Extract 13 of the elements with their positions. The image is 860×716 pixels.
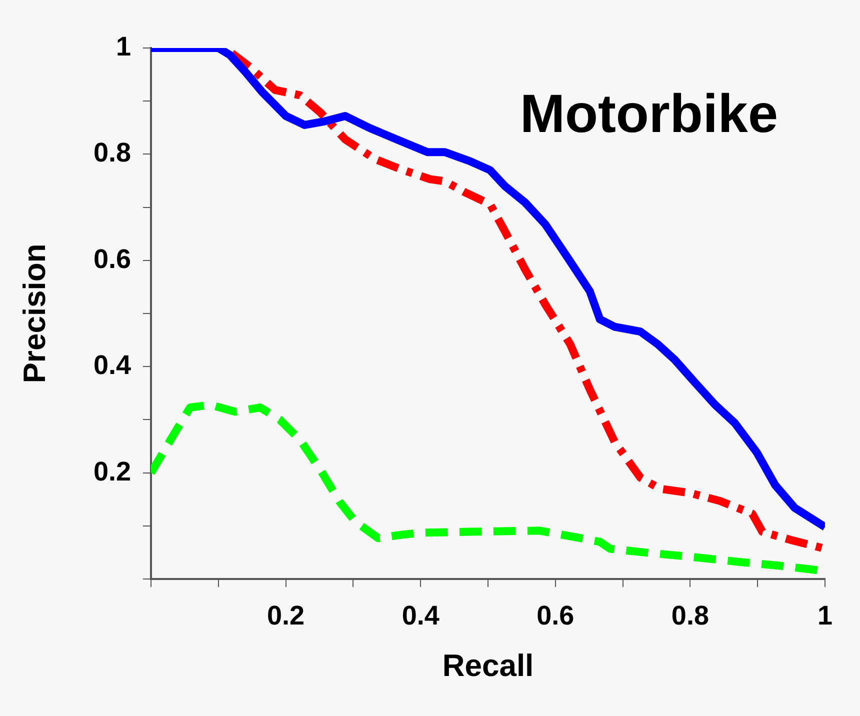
y-tick-label: 0.4 (93, 350, 131, 380)
text: Motorbike (520, 84, 778, 144)
y-tick-label: 1 (116, 31, 131, 62)
x-axis-title: Recall (442, 648, 534, 683)
x-tick-label: 0.4 (402, 600, 440, 631)
y-tick-label: 0.8 (93, 138, 131, 168)
y-axis-title: Precision (17, 244, 52, 384)
x-tick-label: 0.2 (267, 600, 305, 631)
x-tick-label: 0.8 (671, 600, 709, 631)
x-tick-label: 1 (817, 600, 833, 631)
y-tick-label: 0.6 (93, 244, 131, 274)
y-tick-label: 0.2 (93, 456, 131, 486)
x-tick-label: 0.6 (536, 600, 574, 631)
